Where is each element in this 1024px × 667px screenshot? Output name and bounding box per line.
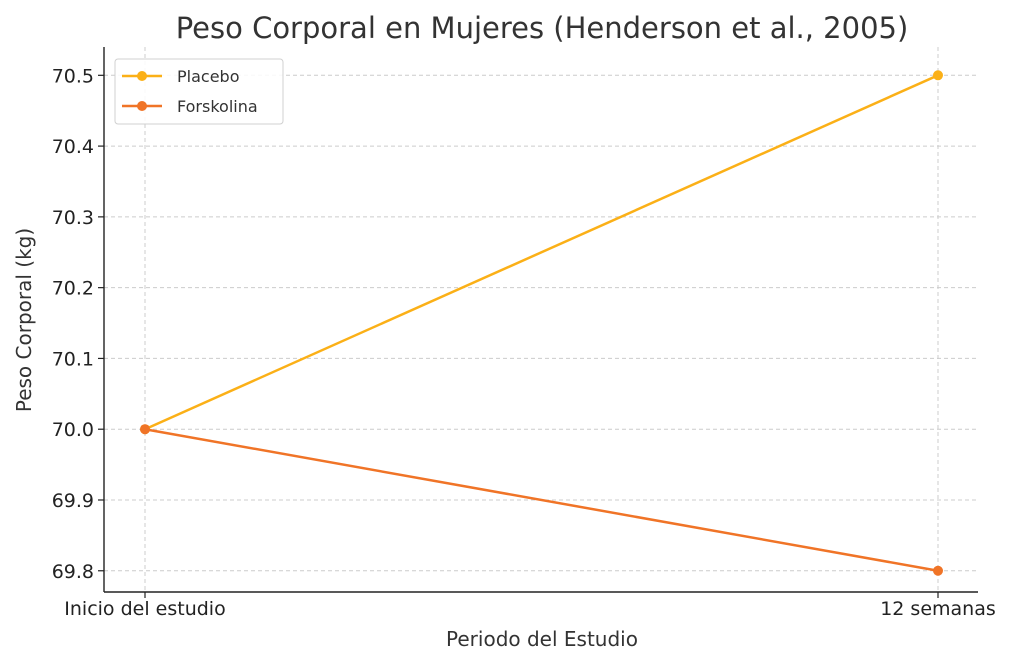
series-line bbox=[144, 427, 939, 572]
y-tick-label: 70.1 bbox=[52, 348, 94, 370]
y-tick-label: 70.4 bbox=[52, 136, 94, 158]
x-axis-ticks: Inicio del estudio 12 semanas bbox=[64, 592, 996, 620]
legend-label: Placebo bbox=[177, 67, 239, 86]
grid bbox=[104, 47, 978, 592]
x-tick-label: 12 semanas bbox=[880, 598, 996, 620]
legend-marker bbox=[137, 101, 147, 111]
y-tick-label: 70.3 bbox=[52, 207, 94, 229]
legend: Placebo Forskolina bbox=[114, 58, 284, 125]
y-tick-label: 70.0 bbox=[52, 419, 94, 441]
series-forskolina bbox=[140, 424, 943, 576]
data-point bbox=[933, 70, 943, 81]
y-tick-label: 69.8 bbox=[52, 561, 94, 583]
legend-marker bbox=[137, 71, 147, 81]
axes bbox=[103, 47, 978, 593]
chart-title: Peso Corporal en Mujeres (Henderson et a… bbox=[176, 11, 909, 45]
series-placebo bbox=[140, 70, 943, 435]
y-tick-label: 70.2 bbox=[52, 278, 94, 300]
series-group bbox=[140, 70, 943, 576]
x-tick-label: Inicio del estudio bbox=[64, 598, 225, 620]
y-tick-label: 69.9 bbox=[52, 490, 94, 512]
y-axis-ticks: 69.8 69.9 70.0 70.1 70.2 70.3 70.4 70.5 bbox=[52, 65, 104, 583]
y-tick-label: 70.5 bbox=[52, 65, 94, 87]
y-axis-label: Peso Corporal (kg) bbox=[12, 228, 36, 412]
legend-item: Forskolina bbox=[122, 97, 258, 116]
legend-label: Forskolina bbox=[177, 97, 258, 116]
legend-item: Placebo bbox=[122, 67, 239, 86]
data-point bbox=[140, 424, 150, 435]
data-point bbox=[933, 565, 943, 576]
x-axis-label: Periodo del Estudio bbox=[446, 627, 638, 651]
series-line bbox=[144, 74, 939, 431]
